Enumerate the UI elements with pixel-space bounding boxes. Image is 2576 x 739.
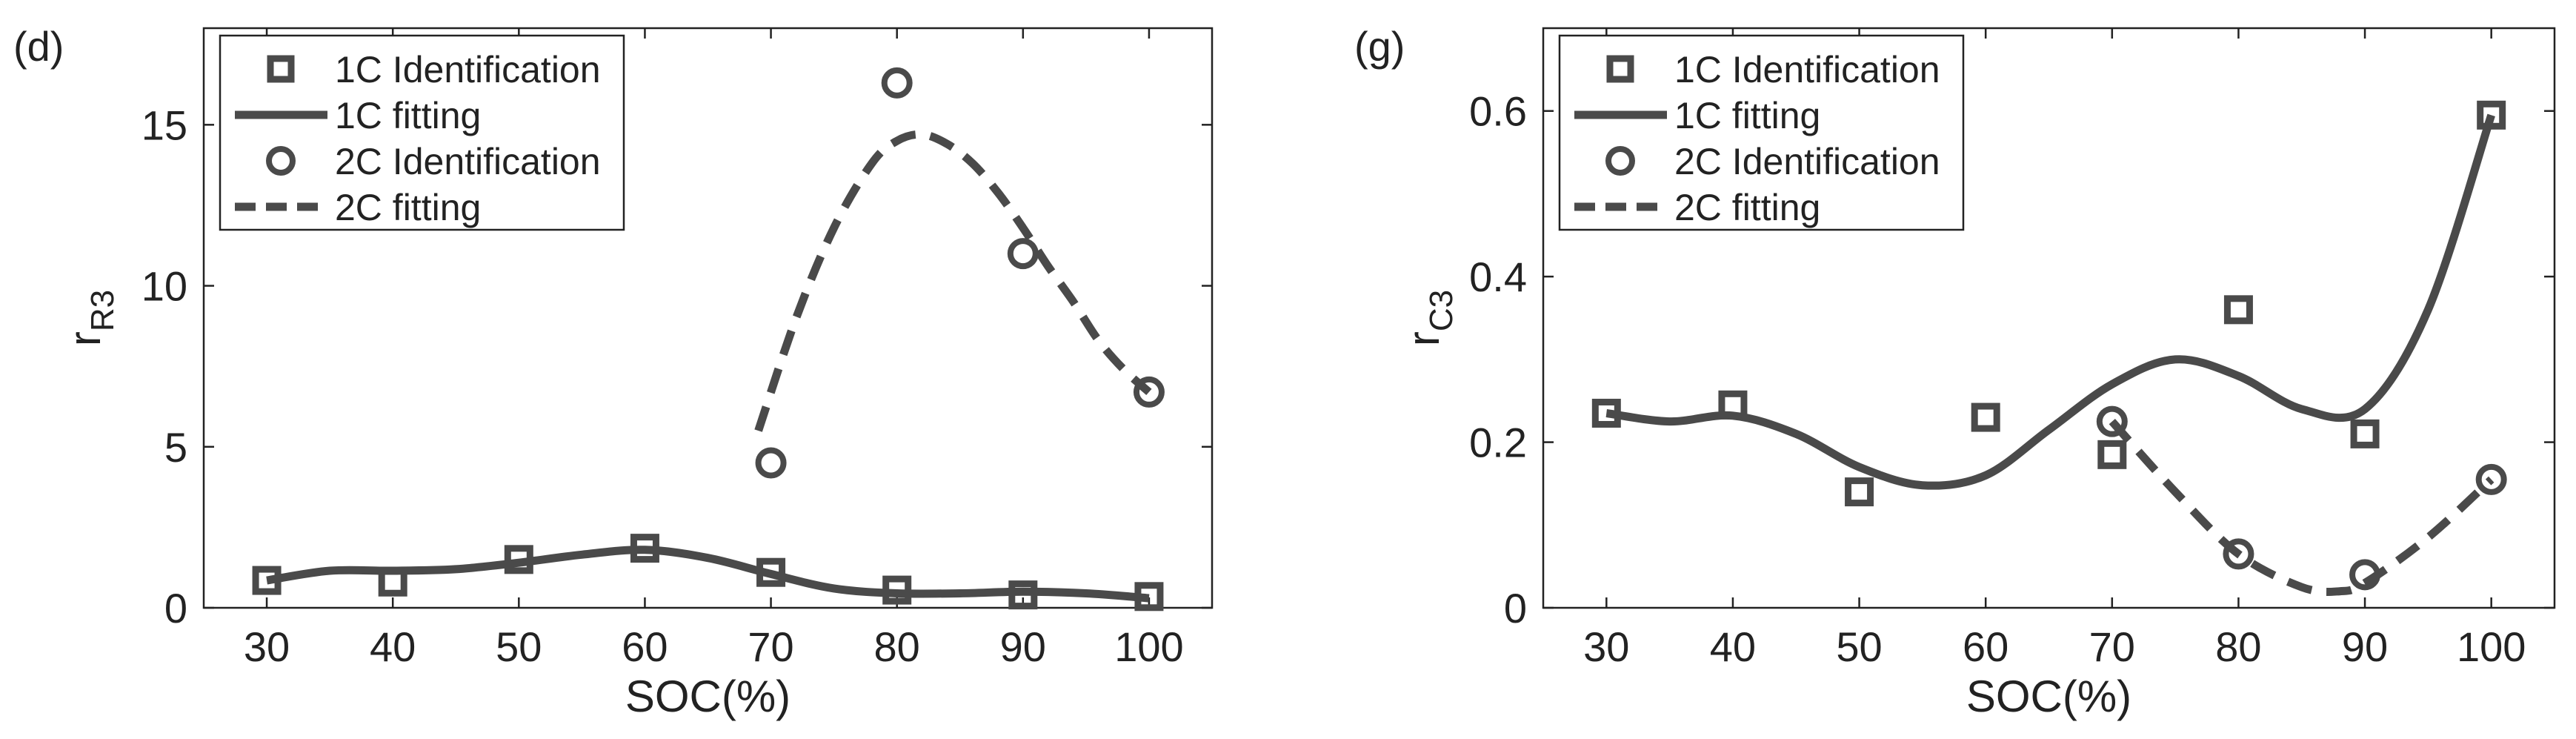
legend-label: 2C Identification bbox=[1674, 141, 1940, 182]
x-tick-label: 40 bbox=[1710, 623, 1756, 670]
y-axis-label: rR3 bbox=[60, 290, 121, 346]
x-tick-label: 40 bbox=[370, 623, 416, 670]
y-axis-label-main: r bbox=[60, 331, 110, 346]
data-point bbox=[1007, 238, 1039, 270]
legend-label: 1C fitting bbox=[335, 95, 481, 136]
x-tick-label: 60 bbox=[1963, 623, 2008, 670]
x-tick-label: 80 bbox=[2215, 623, 2261, 670]
data-point bbox=[1133, 376, 1165, 408]
y-axis-label: rC3 bbox=[1399, 290, 1460, 346]
data-point bbox=[2223, 295, 2253, 325]
legend-label: 2C fitting bbox=[1674, 187, 1820, 228]
x-tick-label: 80 bbox=[874, 623, 920, 670]
data-point bbox=[755, 447, 787, 479]
legend-label: 1C Identification bbox=[335, 49, 601, 90]
series-line bbox=[266, 546, 1150, 603]
legend-marker bbox=[267, 55, 295, 83]
legend-marker bbox=[1605, 146, 1635, 176]
x-tick-label: 70 bbox=[748, 623, 793, 670]
y-tick-label: 0.6 bbox=[1469, 88, 1527, 135]
legend: 1C Identification 1C fitting 2C Identifica… bbox=[1558, 34, 1965, 231]
data-point bbox=[1845, 477, 1874, 507]
data-point bbox=[1971, 402, 2000, 432]
x-tick-label: 90 bbox=[2342, 623, 2388, 670]
legend-label: 1C fitting bbox=[1674, 95, 1820, 136]
series-1 bbox=[1605, 113, 2495, 490]
legend: 1C Identification 1C fitting 2C Identifica… bbox=[219, 34, 625, 231]
series-1 bbox=[266, 546, 1150, 603]
legend-label: 2C fitting bbox=[335, 187, 481, 228]
y-tick-label: 5 bbox=[164, 424, 187, 471]
y-axis-label-sub: R3 bbox=[84, 290, 121, 331]
panel-label: (d) bbox=[13, 23, 64, 70]
data-point bbox=[2096, 405, 2128, 437]
chart-panel-g: 30 40 50 60 70 80 90 100 0 0.2 0.4 0.6 SOC(%) rC3 (g) 1… bbox=[1354, 23, 2556, 721]
data-point bbox=[2223, 538, 2254, 570]
legend-box bbox=[219, 34, 625, 231]
x-tick-label: 60 bbox=[622, 623, 668, 670]
series-line bbox=[754, 130, 1152, 432]
legend-symbol bbox=[266, 146, 296, 176]
legend-symbol bbox=[1606, 55, 1634, 83]
plot-frame bbox=[1542, 27, 2556, 609]
legend-symbol bbox=[267, 55, 295, 83]
data-point bbox=[2350, 419, 2380, 448]
y-tick-label: 0 bbox=[164, 585, 187, 632]
y-tick-label: 0.2 bbox=[1469, 420, 1527, 466]
x-tick-label: 70 bbox=[2089, 623, 2135, 670]
x-tick-label: 90 bbox=[1000, 623, 1046, 670]
chart-panel-d: 30 40 50 60 70 80 90 100 0 5 10 15 SOC(%) rR3 (d) 1C Id… bbox=[13, 23, 1214, 721]
x-axis-label: SOC(%) bbox=[1966, 672, 2131, 721]
x-tick-label: 30 bbox=[244, 623, 290, 670]
y-tick-label: 10 bbox=[142, 263, 187, 310]
series-3 bbox=[754, 130, 1152, 432]
x-tick-label: 100 bbox=[1114, 623, 1183, 670]
series-2 bbox=[2096, 405, 2507, 591]
legend-symbol bbox=[1605, 146, 1635, 176]
data-point bbox=[2097, 440, 2127, 469]
data-point bbox=[881, 67, 913, 99]
x-tick-label: 50 bbox=[496, 623, 542, 670]
legend-marker bbox=[1606, 55, 1634, 83]
series-2 bbox=[755, 67, 1165, 479]
series-line bbox=[1605, 113, 2495, 490]
series-3 bbox=[2109, 418, 2495, 597]
legend-label: 1C Identification bbox=[1674, 49, 1940, 90]
legend-label: 2C Identification bbox=[335, 141, 601, 182]
panel-label: (g) bbox=[1354, 23, 1405, 70]
data-point bbox=[2475, 463, 2507, 495]
y-tick-label: 15 bbox=[142, 102, 187, 148]
x-tick-label: 50 bbox=[1836, 623, 1882, 670]
plot-frame bbox=[202, 27, 1214, 609]
legend-box bbox=[1558, 34, 1965, 231]
series-line bbox=[2109, 418, 2495, 597]
y-tick-label: 0 bbox=[1504, 585, 1527, 632]
y-axis-label-sub: C3 bbox=[1423, 290, 1460, 331]
x-tick-label: 100 bbox=[2457, 623, 2526, 670]
y-tick-label: 0.4 bbox=[1469, 253, 1527, 300]
x-axis-label: SOC(%) bbox=[625, 672, 791, 721]
y-axis-label-main: r bbox=[1399, 331, 1448, 346]
legend-marker bbox=[266, 146, 296, 176]
x-tick-label: 30 bbox=[1583, 623, 1629, 670]
